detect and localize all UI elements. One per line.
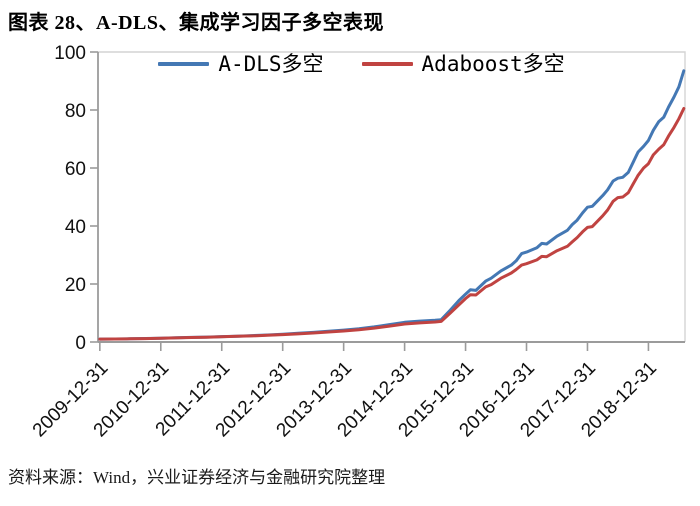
y-axis-ticks: 0 20 40 60 80 100 bbox=[54, 43, 98, 354]
source-note: 资料来源：Wind，兴业证券经济与金融研究院整理 bbox=[8, 468, 386, 487]
figure-title: 图表 28、A-DLS、集成学习因子多空表现 bbox=[8, 12, 385, 34]
svg-text:20: 20 bbox=[65, 275, 86, 296]
x-axis-ticks: 2009-12-312010-12-312011-12-312012-12-31… bbox=[29, 342, 661, 441]
plot-border bbox=[98, 51, 686, 342]
legend-item-adaboost: Adaboost多空 bbox=[361, 52, 565, 76]
series-line-adaboost bbox=[98, 107, 686, 341]
legend-line-blue-icon bbox=[158, 62, 210, 66]
svg-text:80: 80 bbox=[65, 101, 86, 122]
svg-text:60: 60 bbox=[65, 159, 86, 180]
line-chart: 0 20 40 60 80 100 2009-12-312010-12-312011-12-… bbox=[29, 43, 686, 441]
svg-text:100: 100 bbox=[54, 43, 86, 64]
svg-text:0: 0 bbox=[75, 333, 86, 354]
svg-text:40: 40 bbox=[65, 217, 86, 238]
legend-label-adaboost: Adaboost多空 bbox=[421, 52, 565, 76]
legend-line-red-icon bbox=[361, 62, 413, 66]
legend-label-adls: A-DLS多空 bbox=[218, 52, 324, 76]
series-line-adls bbox=[98, 69, 686, 341]
legend-item-adls: A-DLS多空 bbox=[158, 52, 324, 76]
chart-legend: A-DLS多空 Adaboost多空 bbox=[98, 52, 685, 76]
